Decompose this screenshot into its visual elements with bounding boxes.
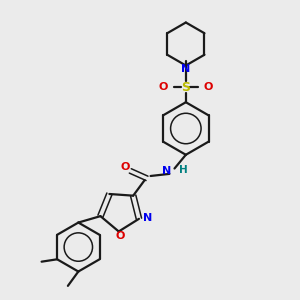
- Text: H: H: [179, 165, 188, 175]
- Text: S: S: [181, 81, 190, 94]
- Text: O: O: [204, 82, 213, 92]
- Text: O: O: [158, 82, 168, 92]
- Text: N: N: [162, 167, 171, 176]
- Text: N: N: [181, 64, 190, 74]
- Text: O: O: [121, 162, 130, 172]
- Text: O: O: [116, 231, 125, 241]
- Text: N: N: [142, 213, 152, 223]
